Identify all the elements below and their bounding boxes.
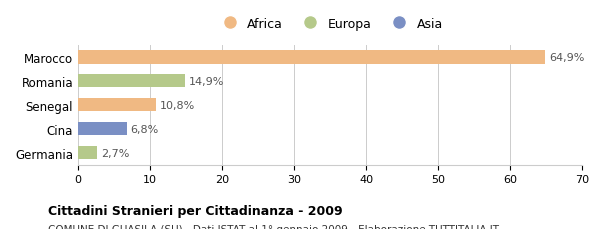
Bar [78, 75, 185, 88]
Bar [78, 51, 545, 64]
Bar [78, 123, 127, 136]
Bar [78, 99, 156, 112]
Text: 10,8%: 10,8% [160, 100, 194, 110]
Text: 2,7%: 2,7% [101, 148, 130, 158]
Bar [78, 146, 97, 159]
Legend: Africa, Europa, Asia: Africa, Europa, Asia [213, 14, 447, 34]
Text: Cittadini Stranieri per Cittadinanza - 2009: Cittadini Stranieri per Cittadinanza - 2… [48, 204, 343, 217]
Text: 64,9%: 64,9% [549, 53, 584, 63]
Text: 6,8%: 6,8% [131, 124, 159, 134]
Text: COMUNE DI GUASILA (SU) - Dati ISTAT al 1° gennaio 2009 - Elaborazione TUTTITALIA: COMUNE DI GUASILA (SU) - Dati ISTAT al 1… [48, 224, 499, 229]
Text: 14,9%: 14,9% [189, 76, 224, 87]
